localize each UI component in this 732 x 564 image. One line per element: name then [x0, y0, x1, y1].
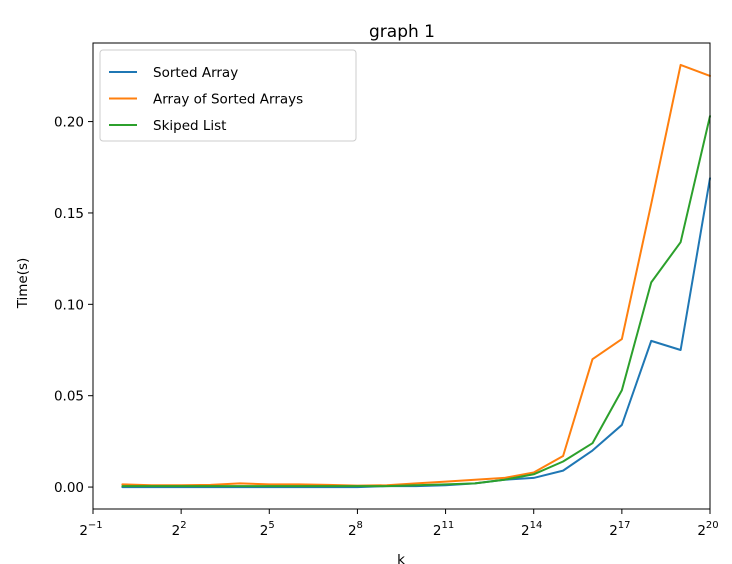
plot-lines	[121, 63, 711, 489]
chart-title: graph 1	[369, 22, 435, 42]
x-tick-label: 25	[260, 520, 275, 539]
legend-label-0: Sorted Array	[153, 65, 238, 81]
legend-label-2: Skiped List	[153, 118, 226, 134]
legend: Sorted Array Array of Sorted Arrays Skiped…	[99, 49, 357, 142]
y-axis-label: Time(s)	[15, 258, 31, 310]
x-tick-exponent: 5	[268, 520, 274, 531]
x-tick-base: 2	[348, 523, 357, 539]
x-tick-exponent: 20	[706, 520, 719, 531]
x-tick-label: 217	[609, 520, 630, 539]
x-tick-base: 2	[697, 523, 706, 539]
x-tick-label: 22	[172, 520, 187, 539]
x-tick-label: 2−1	[79, 520, 102, 539]
axes-frame	[92, 42, 711, 510]
x-tick-base: 2	[609, 523, 618, 539]
y-tick-label: 0.10	[54, 297, 84, 313]
y-axis-ticks: 0.00 0.05 0.10 0.15 0.20	[54, 115, 93, 496]
legend-label-1: Array of Sorted Arrays	[153, 92, 303, 108]
y-tick-label: 0.20	[54, 115, 84, 131]
x-tick-exponent: 11	[442, 520, 455, 531]
legend-entries: Sorted Array Array of Sorted Arrays Skiped…	[109, 65, 303, 134]
legend-box	[99, 49, 357, 142]
y-tick-label: 0.15	[54, 206, 84, 222]
x-tick-exponent: 17	[618, 520, 631, 531]
x-tick-exponent: 8	[357, 520, 363, 531]
x-tick-base: 2	[521, 523, 530, 539]
x-tick-base: 2	[433, 523, 442, 539]
x-tick-exponent: −1	[88, 520, 103, 531]
x-tick-base: 2	[79, 523, 88, 539]
x-tick-base: 2	[260, 523, 269, 539]
x-tick-label: 211	[433, 520, 454, 539]
y-tick-label: 0.05	[54, 389, 84, 405]
y-tick-label: 0.00	[54, 480, 84, 496]
x-axis-label: k	[397, 552, 405, 564]
x-tick-exponent: 2	[180, 520, 186, 531]
series-line-2	[121, 115, 711, 488]
x-axis-ticks: 2−1 22 25 28 211 214 217 220	[79, 509, 719, 539]
series-line-1	[121, 63, 711, 487]
x-tick-label: 220	[697, 520, 718, 539]
x-tick-exponent: 14	[530, 520, 543, 531]
x-tick-label: 28	[348, 520, 363, 539]
x-tick-base: 2	[172, 523, 181, 539]
x-tick-label: 214	[521, 520, 542, 539]
